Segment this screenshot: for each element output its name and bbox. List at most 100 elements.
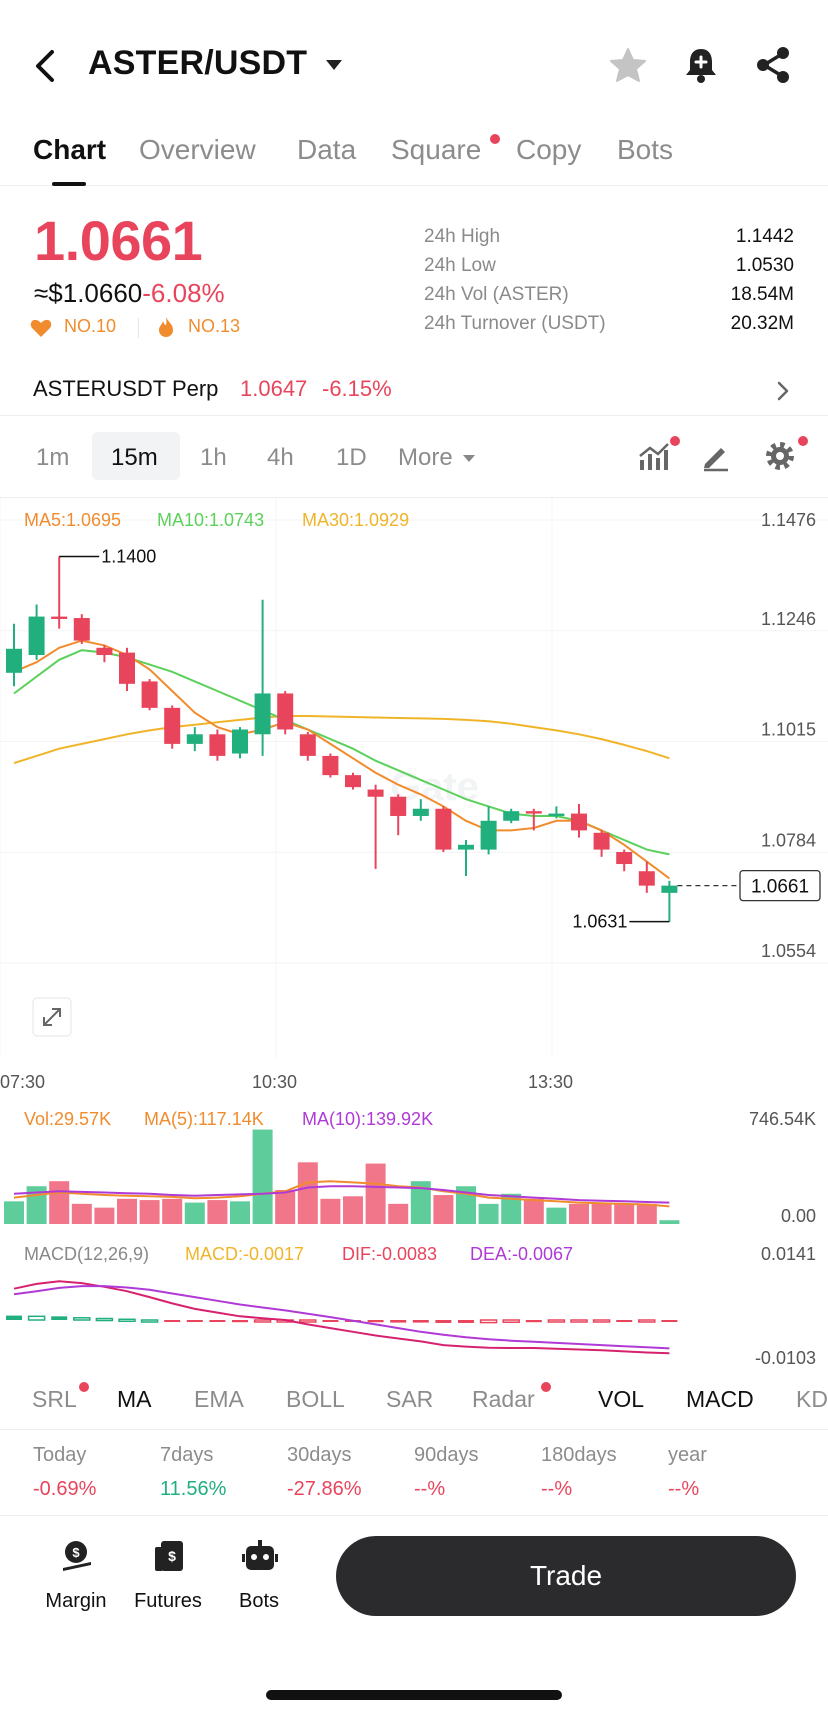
macd-bar (570, 1319, 588, 1323)
star-icon[interactable] (608, 45, 648, 85)
heart-icon (30, 319, 52, 337)
rank-badge-1[interactable]: NO.10 (64, 316, 117, 336)
perf-label-30days: 30days (287, 1444, 352, 1466)
candle-body (186, 734, 203, 744)
margin-icon: $ (63, 1541, 91, 1571)
rank-badge-2[interactable]: NO.13 (188, 316, 241, 336)
volume-bar (433, 1195, 454, 1224)
chevron-down-icon[interactable] (326, 60, 342, 70)
candle-body (525, 811, 542, 814)
indicator-macd[interactable]: MACD (686, 1386, 754, 1412)
trade-button[interactable]: Trade (336, 1536, 796, 1616)
interval-1m[interactable]: 1m (36, 444, 70, 471)
back-icon[interactable] (30, 46, 60, 86)
candle-body (322, 755, 339, 776)
candle-body (412, 808, 429, 816)
volume-bar (410, 1181, 431, 1224)
macd-bar (95, 1317, 114, 1322)
grid-lines (0, 498, 828, 1058)
tab-data[interactable]: Data (297, 134, 357, 165)
indicator-vol[interactable]: VOL (598, 1386, 645, 1412)
tab-copy[interactable]: Copy (516, 134, 582, 165)
top-header: ASTER/USDT (0, 0, 828, 130)
gear-icon[interactable] (764, 440, 796, 472)
bell-plus-icon[interactable] (680, 44, 722, 86)
draw-pencil-icon[interactable] (700, 440, 732, 472)
margin-label: Margin (45, 1590, 107, 1612)
indicator-ema[interactable]: EMA (194, 1386, 244, 1412)
notification-dot (670, 436, 680, 446)
kline-chart[interactable]: Gate MA5:1.0695 MA10:1.0743 MA30:1.0929 … (0, 498, 828, 1370)
volume-bar (230, 1201, 250, 1224)
vol-ma5-line (13, 1180, 670, 1208)
y-tick-label: 1.1015 (761, 720, 816, 740)
volume-bar (252, 1129, 273, 1224)
expand-button[interactable] (32, 997, 72, 1037)
pair-title[interactable]: ASTER/USDT (88, 44, 308, 82)
interval-1h[interactable]: 1h (200, 444, 227, 471)
chevron-right-icon (777, 381, 789, 401)
interval-15m[interactable]: 15m (111, 444, 158, 471)
indicator-radar[interactable]: Radar (472, 1386, 535, 1412)
macd-bar (547, 1319, 566, 1323)
indicator-ma[interactable]: MA (117, 1386, 152, 1412)
indicator-icon[interactable] (638, 442, 672, 472)
volume-bar (71, 1203, 92, 1224)
current-price-tag-box[interactable] (739, 869, 821, 902)
interval-more[interactable]: More (398, 444, 476, 472)
indicator-kd[interactable]: KD (796, 1386, 828, 1412)
candle-body (164, 707, 181, 744)
share-icon[interactable] (752, 44, 794, 86)
candle-body (119, 652, 135, 684)
tab-square[interactable]: Square (391, 134, 482, 165)
macd-bar (209, 1320, 226, 1323)
x-tick-label: 07:30 (0, 1072, 45, 1092)
perf-value-90days: --% (414, 1478, 446, 1500)
macd-bar (140, 1319, 159, 1323)
stat-label-low: 24h Low (424, 255, 496, 276)
indicator-boll[interactable]: BOLL (286, 1386, 345, 1412)
candle-body (480, 820, 497, 850)
notification-dot (79, 1382, 89, 1392)
macd-bar (322, 1320, 339, 1323)
macd-dea-line (13, 1285, 670, 1350)
perf-value-year: --% (668, 1478, 700, 1500)
perf-label-7days: 7days (160, 1444, 214, 1466)
macd-bar (253, 1319, 272, 1323)
volume-bar (162, 1198, 183, 1224)
macd-bar (118, 1318, 136, 1323)
indicator-tabs: SRL MA EMA BOLL SAR Radar VOL MACD KD (0, 1370, 828, 1430)
candle-body (6, 648, 22, 673)
tab-chart[interactable]: Chart (33, 134, 107, 165)
volume-bar (388, 1203, 409, 1224)
volume-bar (456, 1186, 476, 1224)
volume-bar (523, 1198, 544, 1224)
perf-value-7days: 11.56% (160, 1478, 227, 1500)
volume-bar (546, 1207, 567, 1224)
candle-body (638, 871, 655, 886)
tab-bots[interactable]: Bots (617, 134, 674, 165)
candle-body (232, 729, 248, 754)
macd-y-max: 0.0141 (761, 1244, 816, 1264)
stat-label-turnover: 24h Turnover (USDT) (424, 313, 606, 334)
ma10-legend: MA10:1.0743 (157, 510, 264, 530)
macd-bar (390, 1320, 407, 1323)
indicator-srl[interactable]: SRL (32, 1386, 77, 1412)
interval-1d[interactable]: 1D (336, 444, 367, 471)
futures-icon: $ (155, 1541, 183, 1571)
price-change: -6.08% (142, 278, 225, 308)
flame-icon (159, 317, 173, 337)
perp-row[interactable]: ASTERUSDT Perp 1.0647 -6.15% (0, 368, 828, 416)
usd-price: ≈$1.0660 (34, 278, 143, 308)
macd-bar (186, 1320, 203, 1323)
perp-price: 1.0647 (240, 376, 308, 401)
current-price-tag: 1.0661 (751, 877, 809, 898)
performance-row: Today -0.69% 7days 11.56% 30days -27.86%… (0, 1430, 828, 1516)
y-tick-label: 1.1246 (761, 609, 816, 629)
interval-4h[interactable]: 4h (267, 444, 294, 471)
volume-bar (365, 1163, 386, 1224)
bottom-bar: $ Margin $ Futures Bots Trade (0, 1516, 828, 1636)
indicator-sar[interactable]: SAR (386, 1386, 434, 1412)
tab-overview[interactable]: Overview (139, 134, 256, 165)
macd-legend-dif: DIF:-0.0083 (342, 1244, 437, 1264)
